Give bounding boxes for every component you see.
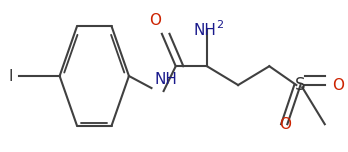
Text: O: O [149,13,161,28]
Text: I: I [9,69,13,83]
Text: 2: 2 [216,19,224,29]
Text: NH: NH [155,72,178,86]
Text: O: O [332,78,344,93]
Text: O: O [279,117,291,132]
Text: NH: NH [194,23,217,38]
Text: S: S [295,76,306,94]
